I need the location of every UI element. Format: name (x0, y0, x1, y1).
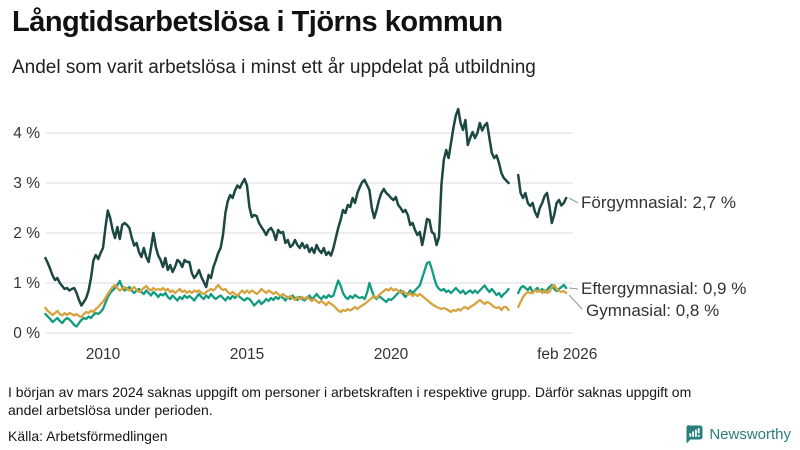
series-label-eftergymnasial: Eftergymnasial: 0,9 % (581, 279, 747, 298)
x-tick-label: 2010 (86, 346, 121, 363)
newsworthy-logo[interactable]: Newsworthy (686, 425, 791, 444)
footnote-line-2: andel arbetslösa under perioden. (8, 402, 213, 419)
source-label: Källa: Arbetsförmedlingen (8, 428, 168, 444)
y-tick-label: 1 % (13, 275, 40, 292)
chart-footnote: I början av mars 2024 saknas uppgift om … (8, 383, 800, 420)
x-tick-label: 2020 (374, 346, 409, 363)
series-label-forgymnasial: Förgymnasial: 2,7 % (581, 193, 736, 212)
page-subtitle: Andel som varit arbetslösa i minst ett å… (12, 57, 536, 78)
x-tick-label: 2015 (230, 346, 264, 363)
x-tick-label: feb 2026 (537, 346, 597, 363)
y-tick-label: 3 % (13, 175, 40, 192)
page-title: Långtidsarbetslösa i Tjörns kommun (12, 6, 503, 38)
label-leader-line (569, 287, 579, 290)
label-leader-line (568, 197, 579, 204)
series-label-gymnasial: Gymnasial: 0,8 % (586, 301, 720, 320)
footnote-line-1: I början av mars 2024 saknas uppgift om … (8, 384, 692, 400)
y-tick-label: 4 % (13, 125, 40, 142)
label-leader-line (568, 294, 583, 310)
series-line-förgymnasial (44, 107, 568, 307)
series-line-gymnasial (44, 283, 568, 319)
y-tick-label: 0 % (13, 325, 40, 342)
y-tick-label: 2 % (13, 225, 40, 242)
newsworthy-bar-chart-icon (686, 425, 703, 444)
newsworthy-wordmark: Newsworthy (709, 426, 791, 443)
series-line-eftergymnasial (44, 260, 568, 328)
